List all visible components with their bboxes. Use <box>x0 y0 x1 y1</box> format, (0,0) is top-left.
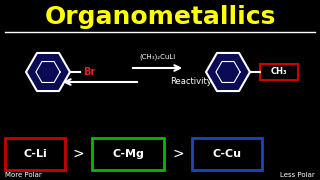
Bar <box>192 138 262 170</box>
Text: >: > <box>172 147 184 161</box>
Polygon shape <box>26 53 70 91</box>
Text: C-Li: C-Li <box>23 149 47 159</box>
Text: C-Mg: C-Mg <box>112 149 144 159</box>
Bar <box>260 64 298 80</box>
Text: C-Cu: C-Cu <box>212 149 242 159</box>
Text: >: > <box>72 147 84 161</box>
Polygon shape <box>206 53 250 91</box>
Text: CH₃: CH₃ <box>271 68 287 76</box>
Bar <box>5 138 65 170</box>
Text: Reactivity: Reactivity <box>170 78 212 87</box>
Text: Br: Br <box>83 67 95 77</box>
Text: More Polar: More Polar <box>5 172 42 178</box>
Bar <box>92 138 164 170</box>
Text: Less Polar: Less Polar <box>280 172 315 178</box>
Text: (CH₃)₂CuLi: (CH₃)₂CuLi <box>139 53 175 60</box>
Text: Organometallics: Organometallics <box>44 5 276 29</box>
